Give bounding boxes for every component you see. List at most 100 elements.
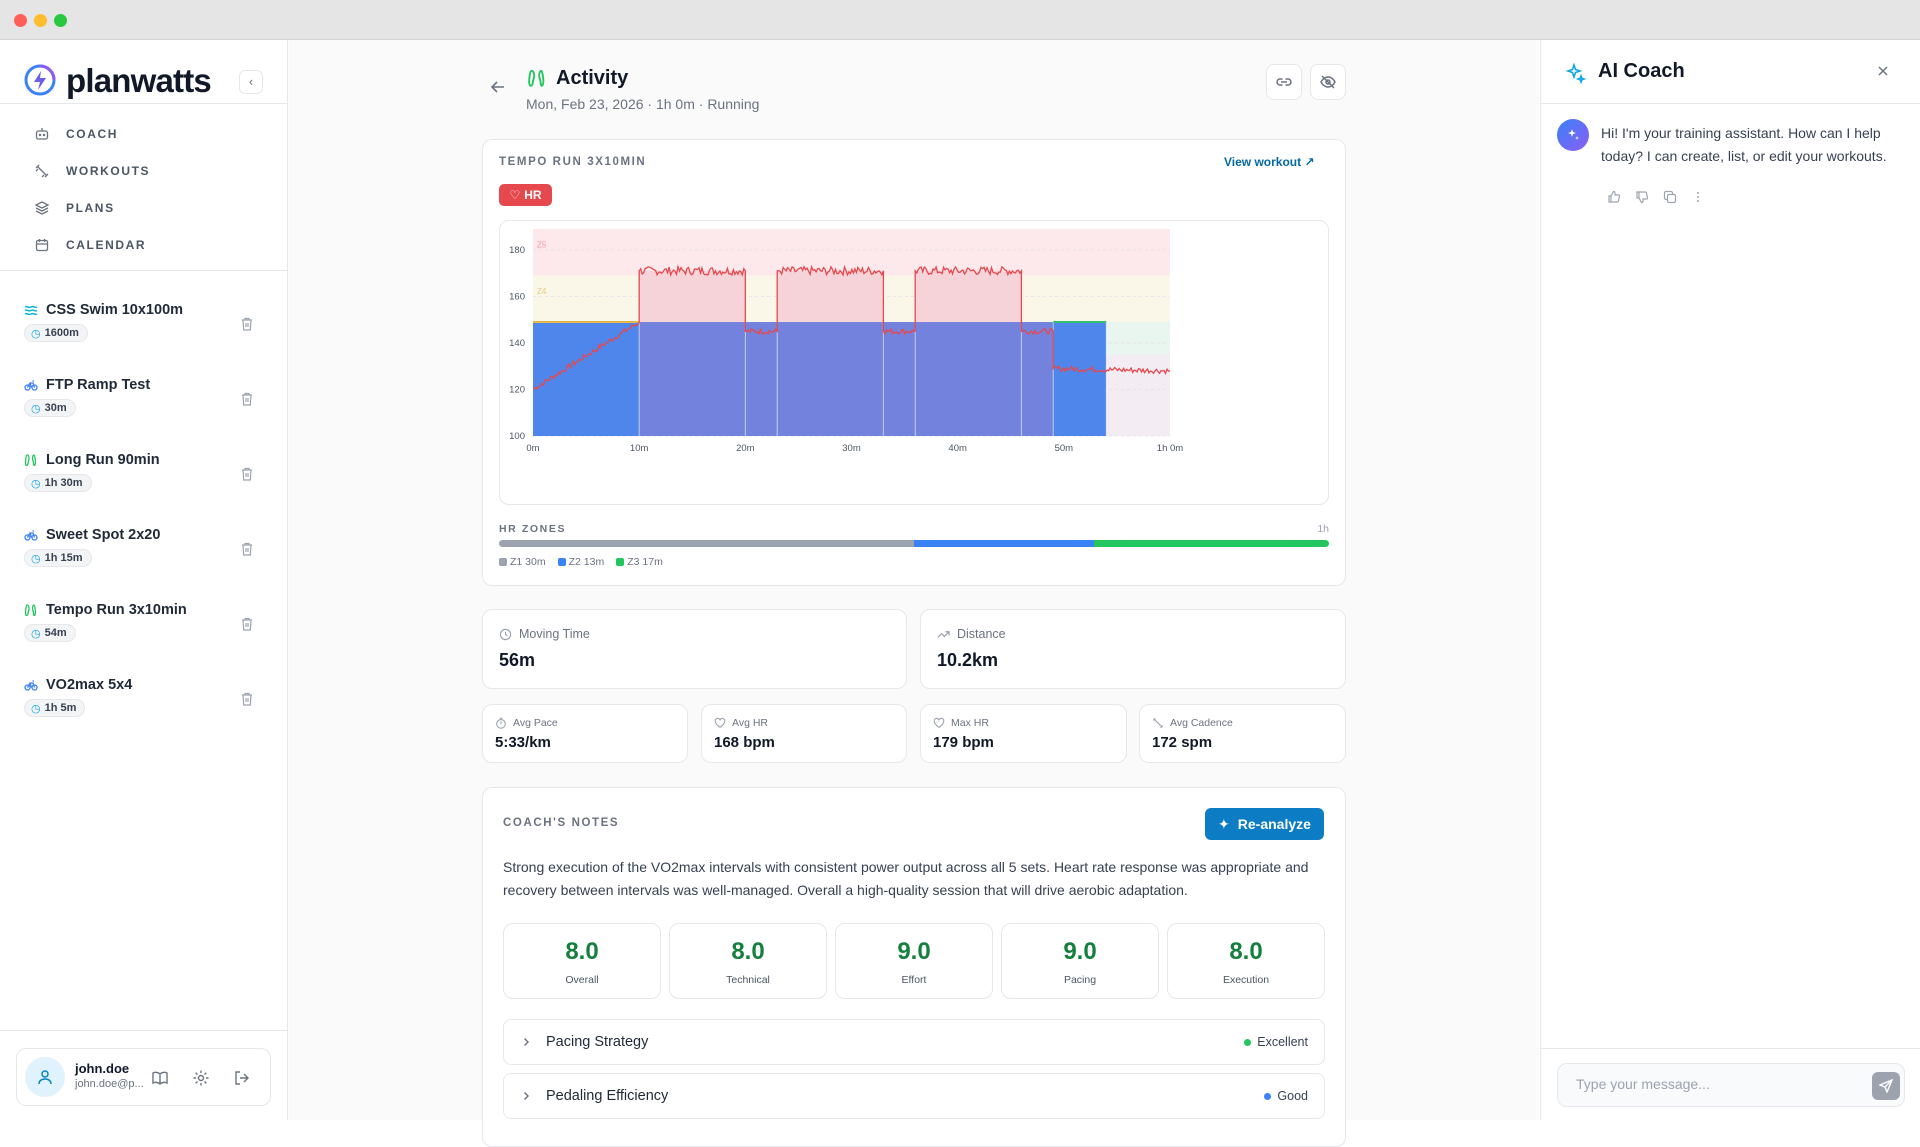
trash-icon[interactable] — [240, 541, 254, 557]
stat-label: Distance — [957, 627, 1006, 641]
run-icon — [24, 454, 37, 467]
accordion-pacing-strategy[interactable]: Pacing Strategy Excellent — [503, 1019, 1325, 1065]
y-tick-label: 160 — [509, 291, 525, 302]
user-name: john.doe — [75, 1061, 130, 1076]
nav-item-coach[interactable]: COACH — [34, 124, 254, 144]
y-tick-label: 180 — [509, 245, 525, 256]
trash-icon[interactable] — [240, 466, 254, 482]
thumbs-down-icon[interactable] — [1635, 190, 1649, 204]
stat-label: Moving Time — [519, 627, 590, 641]
trash-icon[interactable] — [240, 316, 254, 332]
assistant-avatar — [1557, 119, 1589, 151]
status-label: Excellent — [1257, 1035, 1308, 1049]
ai-coach-title: AI Coach — [1598, 60, 1685, 82]
accordion-pedaling-efficiency[interactable]: Pedaling Efficiency Good — [503, 1073, 1325, 1119]
nav-label: PLANS — [66, 201, 115, 215]
score-value: 8.0 — [1229, 938, 1263, 965]
window-close-button[interactable] — [14, 14, 27, 27]
nav-label: WORKOUTS — [66, 164, 151, 178]
score-pacing: 9.0 Pacing — [1001, 923, 1159, 999]
hr-zones-label: HR ZONES — [499, 523, 567, 535]
workout-item[interactable]: FTP Ramp Test ◷ 30m — [24, 377, 264, 433]
coach-notes-text: Strong execution of the VO2max intervals… — [503, 859, 1309, 898]
divider — [0, 270, 288, 271]
reanalyze-label: Re-analyze — [1237, 816, 1311, 832]
workout-name: TEMPO RUN 3X10MIN — [499, 156, 647, 168]
score-label: Technical — [726, 974, 770, 986]
chat-input-box — [1557, 1063, 1905, 1107]
accordion-title: Pacing Strategy — [546, 1034, 649, 1050]
duration-pill: ◷ 1h 5m — [24, 699, 86, 717]
thumbs-up-icon[interactable] — [1607, 190, 1621, 204]
window-minimize-button[interactable] — [34, 14, 47, 27]
target-bar — [1021, 322, 1054, 436]
workout-item[interactable]: Sweet Spot 2x20 ◷ 1h 15m — [24, 527, 264, 583]
copy-link-button[interactable] — [1266, 64, 1302, 100]
stat-value: 179 bpm — [933, 734, 994, 751]
stat-avg-cadence: Avg Cadence 172 spm — [1139, 704, 1346, 763]
bike-icon — [24, 680, 38, 691]
zone-segment — [1093, 540, 1329, 547]
book-icon[interactable] — [151, 1069, 169, 1087]
brand-logo[interactable]: planwatts ‹ — [24, 52, 264, 104]
workout-item[interactable]: Long Run 90min ◷ 1h 30m — [24, 452, 264, 508]
zone-segment — [499, 540, 914, 547]
trash-icon[interactable] — [240, 616, 254, 632]
workout-item[interactable]: CSS Swim 10x100m ◷ 1600m — [24, 302, 264, 358]
trash-icon[interactable] — [240, 691, 254, 707]
logout-icon[interactable] — [233, 1069, 251, 1087]
chevron-right-icon — [524, 1038, 529, 1046]
hr-zones-legend: Z1 30m Z2 13m Z3 17m — [499, 556, 663, 568]
stat-value: 10.2km — [937, 650, 999, 670]
target-bar — [1053, 322, 1107, 436]
legend-label: Z2 13m — [568, 556, 605, 568]
collapse-sidebar-button[interactable]: ‹ — [239, 70, 263, 94]
reanalyze-button[interactable]: ✦ Re-analyze — [1205, 808, 1324, 840]
chat-input[interactable] — [1576, 1076, 1856, 1092]
nav-item-workouts[interactable]: WORKOUTS — [34, 161, 254, 181]
copy-icon[interactable] — [1663, 190, 1677, 204]
hide-button[interactable] — [1310, 64, 1346, 100]
window-maximize-button[interactable] — [54, 14, 67, 27]
workout-item[interactable]: VO2max 5x4 ◷ 1h 5m — [24, 677, 264, 733]
send-icon — [1879, 1079, 1893, 1093]
nav-label: COACH — [66, 127, 118, 141]
hr-metric-toggle[interactable]: ♡ HR — [499, 184, 552, 206]
zone-band — [533, 229, 1170, 276]
view-workout-link[interactable]: View workout ↗ — [1224, 155, 1315, 169]
assistant-message: Hi! I'm your training assistant. How can… — [1601, 125, 1887, 164]
sparkles-icon — [1565, 62, 1587, 84]
close-icon[interactable] — [1875, 63, 1891, 79]
zone-label: Z5 — [537, 241, 547, 250]
more-icon[interactable] — [1691, 190, 1705, 204]
avatar[interactable] — [25, 1057, 65, 1097]
status-badge: Excellent — [1244, 1035, 1308, 1049]
back-arrow-icon[interactable] — [489, 78, 507, 96]
robot-icon — [35, 128, 49, 140]
accordion-title: Pedaling Efficiency — [546, 1088, 669, 1104]
workout-title: CSS Swim 10x100m — [46, 302, 184, 318]
workout-item[interactable]: Tempo Run 3x10min ◷ 54m — [24, 602, 264, 658]
status-dot — [1264, 1092, 1272, 1100]
workout-title: Long Run 90min — [46, 452, 160, 468]
duration-pill: ◷ 30m — [24, 399, 76, 417]
score-value: 8.0 — [565, 938, 599, 965]
timer-icon: ◷ — [31, 327, 41, 340]
legend-swatch — [557, 558, 566, 567]
page-title: Activity — [556, 67, 629, 89]
workouts-icon — [35, 164, 49, 178]
coach-notes-label: COACH'S NOTES — [503, 817, 620, 829]
duration-value: 30m — [44, 402, 67, 414]
user-icon — [38, 1070, 52, 1085]
duration-pill: ◷ 1h 15m — [24, 549, 92, 567]
nav-item-plans[interactable]: PLANS — [34, 198, 254, 218]
gear-icon[interactable] — [192, 1069, 210, 1087]
trash-icon[interactable] — [240, 391, 254, 407]
coach-notes-card: COACH'S NOTES ✦ Re-analyze Strong executi… — [482, 787, 1346, 1147]
send-button[interactable] — [1872, 1072, 1900, 1100]
nav-item-calendar[interactable]: CALENDAR — [34, 235, 254, 255]
bike-icon — [24, 380, 38, 391]
timer-icon: ◷ — [31, 627, 41, 640]
work-interval-box — [639, 270, 746, 323]
x-tick-label: 20m — [736, 443, 755, 454]
